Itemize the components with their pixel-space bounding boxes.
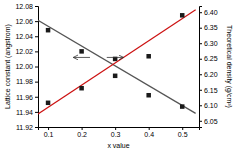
y-axis-title: Lattice constant (angstrom) bbox=[4, 24, 12, 109]
chart: 0.1 0.2 0.3 0.4 0.5 11.92 11.94 11.96 11.98 12.00… bbox=[0, 0, 237, 151]
tick-mark bbox=[35, 112, 38, 113]
tick-mark bbox=[35, 127, 38, 128]
tick-label: 12.08 bbox=[15, 3, 33, 10]
plot-area bbox=[38, 10, 196, 114]
arrow bbox=[107, 57, 124, 58]
tick-mark bbox=[199, 28, 202, 29]
tick: 0.5 bbox=[178, 127, 188, 138]
tick: 12.02 bbox=[15, 48, 38, 55]
axis-line bbox=[200, 7, 203, 128]
tick-label: 6.40 bbox=[204, 9, 218, 16]
tick-label: 11.98 bbox=[16, 78, 33, 85]
tick-label: 11.92 bbox=[16, 124, 33, 131]
tick: 0.2 bbox=[77, 127, 87, 138]
y2-axis-title: Theoretical density (g/cm³) bbox=[225, 25, 233, 108]
tick: 6.25 bbox=[199, 55, 218, 62]
point bbox=[146, 93, 151, 98]
arrow bbox=[73, 57, 90, 58]
tick-mark bbox=[199, 121, 202, 122]
point bbox=[146, 54, 151, 59]
tick-mark bbox=[82, 127, 83, 130]
tick-label: 0.2 bbox=[77, 131, 87, 138]
tick-label: 11.94 bbox=[16, 109, 33, 116]
tick-mark bbox=[199, 59, 202, 60]
axis-line bbox=[35, 7, 39, 128]
tick: 6.15 bbox=[199, 87, 218, 94]
tick-mark bbox=[35, 6, 38, 7]
tick: 6.40 bbox=[199, 9, 218, 16]
point bbox=[113, 74, 118, 79]
tick-label: 12.06 bbox=[15, 18, 33, 25]
tick: 11.92 bbox=[16, 124, 38, 131]
tick: 12.06 bbox=[15, 18, 38, 25]
axis-line bbox=[39, 128, 200, 131]
tick-mark bbox=[199, 43, 202, 44]
tick: 6.05 bbox=[199, 118, 218, 125]
tick-mark bbox=[182, 127, 183, 130]
point bbox=[79, 86, 84, 91]
tick-label: 11.96 bbox=[16, 93, 33, 100]
point bbox=[180, 13, 185, 18]
tick: 6.30 bbox=[199, 40, 218, 47]
tick-label: 6.15 bbox=[204, 87, 218, 94]
tick-mark bbox=[35, 82, 38, 83]
tick: 11.94 bbox=[16, 109, 38, 116]
y2-axis: 6.05 6.10 6.15 6.20 6.25 6.30 6.35 6.40 bbox=[199, 7, 218, 128]
tick-mark bbox=[35, 67, 38, 68]
tick-mark bbox=[48, 127, 49, 130]
tick: 12.00 bbox=[15, 63, 38, 70]
tick: 6.10 bbox=[199, 102, 218, 109]
tick-label: 6.30 bbox=[204, 40, 218, 47]
tick: 0.4 bbox=[144, 127, 154, 138]
tick-label: 12.00 bbox=[15, 63, 33, 70]
tick-mark bbox=[199, 105, 202, 106]
tick-label: 12.04 bbox=[15, 33, 33, 40]
tick: 11.98 bbox=[16, 78, 38, 85]
tick-mark bbox=[149, 127, 150, 130]
tick: 11.96 bbox=[16, 93, 38, 100]
tick-label: 0.3 bbox=[111, 131, 121, 138]
point bbox=[46, 28, 51, 33]
tick-label: 12.02 bbox=[15, 48, 33, 55]
tick-mark bbox=[35, 36, 38, 37]
tick: 6.35 bbox=[199, 24, 218, 31]
tick: 6.20 bbox=[199, 71, 218, 78]
tick-label: 6.25 bbox=[204, 55, 218, 62]
tick-label: 6.10 bbox=[204, 102, 218, 109]
tick-mark bbox=[199, 12, 202, 13]
tick-label: 0.4 bbox=[144, 131, 154, 138]
tick-label: 6.05 bbox=[204, 118, 218, 125]
tick: 12.08 bbox=[15, 3, 38, 10]
y-axis: 11.92 11.94 11.96 11.98 12.00 12.02 12.04 12.06… bbox=[15, 3, 38, 131]
tick-mark bbox=[35, 21, 38, 22]
point bbox=[46, 101, 51, 106]
tick-mark bbox=[35, 51, 38, 52]
tick-label: 0.1 bbox=[44, 131, 54, 138]
x-axis: 0.1 0.2 0.3 0.4 0.5 bbox=[39, 127, 200, 138]
tick-mark bbox=[35, 97, 38, 98]
tick: 0.3 bbox=[111, 127, 121, 138]
tick-label: 6.20 bbox=[204, 71, 218, 78]
x-axis-title: x value bbox=[107, 142, 129, 149]
fit-line bbox=[38, 20, 196, 113]
tick-mark bbox=[199, 74, 202, 75]
point bbox=[79, 49, 84, 54]
point bbox=[180, 104, 185, 109]
tick: 12.04 bbox=[15, 33, 38, 40]
tick-mark bbox=[115, 127, 116, 130]
tick: 0.1 bbox=[44, 127, 54, 138]
tick-label: 6.35 bbox=[204, 24, 218, 31]
tick-mark bbox=[199, 90, 202, 91]
tick-label: 0.5 bbox=[178, 131, 188, 138]
fit-line bbox=[38, 10, 196, 114]
